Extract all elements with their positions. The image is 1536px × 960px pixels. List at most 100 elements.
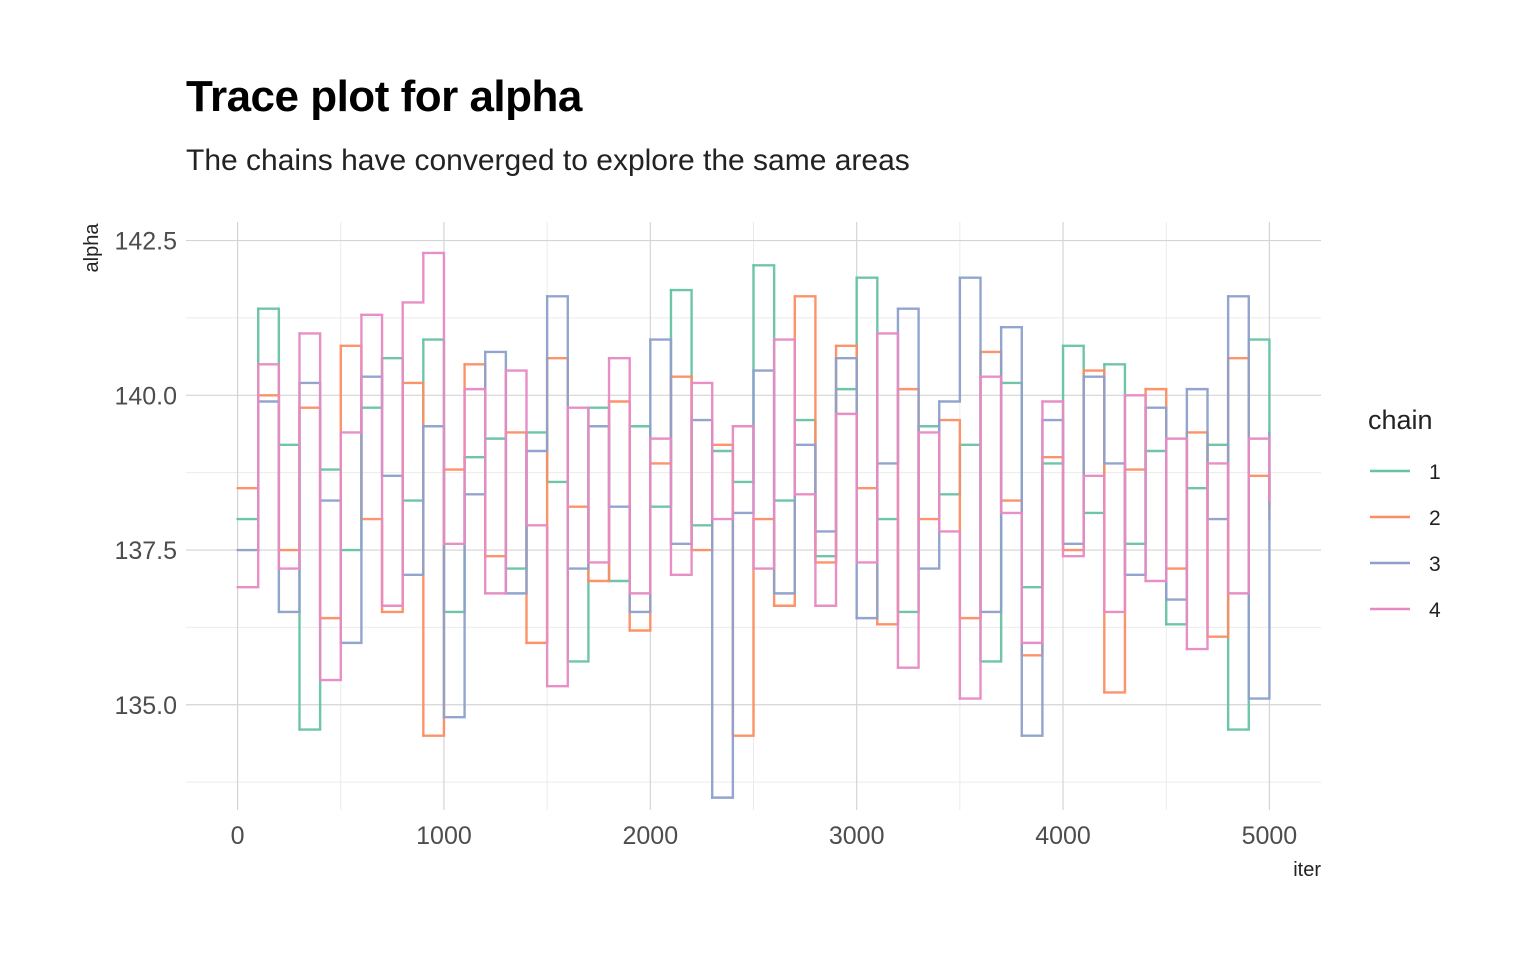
legend-items: 1 2 3 4 bbox=[1370, 461, 1441, 622]
chart-title: Trace plot for alpha bbox=[186, 72, 582, 121]
data-point-chain-4 bbox=[484, 592, 487, 595]
data-point-chain-4 bbox=[236, 585, 239, 589]
data-point-chain-3 bbox=[752, 369, 755, 372]
x-tick-label: 5000 bbox=[1242, 822, 1298, 850]
data-point-chain-4 bbox=[628, 592, 631, 595]
data-point-chain-4 bbox=[1020, 641, 1023, 645]
data-point-chain-2 bbox=[772, 604, 776, 607]
data-point-chain-2 bbox=[628, 629, 631, 632]
legend-title: chain bbox=[1368, 405, 1433, 435]
data-point-chain-3 bbox=[855, 616, 858, 620]
y-tick-label: 142.5 bbox=[114, 228, 177, 256]
x-tick-label: 2000 bbox=[623, 822, 679, 850]
data-point-chain-3 bbox=[1226, 295, 1230, 298]
data-point-chain-4 bbox=[277, 567, 281, 570]
data-point-chain-3 bbox=[938, 400, 941, 403]
data-point-chain-3 bbox=[711, 796, 714, 799]
data-point-chain-4 bbox=[814, 604, 817, 607]
data-point-chain-1 bbox=[257, 307, 260, 310]
data-point-chain-2 bbox=[422, 734, 425, 737]
data-point-chain-1 bbox=[669, 288, 673, 292]
data-point-chain-3 bbox=[628, 610, 631, 614]
x-tick-label: 3000 bbox=[829, 822, 885, 850]
data-point-chain-4 bbox=[1061, 555, 1065, 558]
data-point-chain-4 bbox=[752, 567, 755, 570]
data-point-chain-4 bbox=[587, 561, 590, 564]
data-point-chain-3 bbox=[442, 715, 446, 719]
data-point-chain-4 bbox=[834, 412, 838, 416]
x-axis-title: iter bbox=[1293, 859, 1321, 881]
data-point-chain-1 bbox=[422, 338, 425, 341]
data-point-chain-2 bbox=[525, 641, 528, 645]
data-point-chain-4 bbox=[525, 524, 528, 527]
x-tick-label: 1000 bbox=[416, 822, 472, 850]
data-point-chain-3 bbox=[649, 338, 652, 341]
data-point-chain-3 bbox=[1185, 387, 1189, 391]
data-point-chain-4 bbox=[1041, 400, 1044, 403]
data-point-chain-4 bbox=[1247, 437, 1250, 440]
data-point-chain-4 bbox=[1185, 647, 1189, 651]
data-point-chain-4 bbox=[917, 431, 920, 434]
data-point-chain-4 bbox=[669, 573, 673, 576]
data-point-chain-1 bbox=[855, 276, 858, 279]
data-point-chain-1 bbox=[298, 728, 301, 731]
data-point-chain-3 bbox=[999, 326, 1003, 329]
data-point-chain-3 bbox=[236, 548, 239, 552]
x-tick-label: 4000 bbox=[1035, 822, 1091, 850]
data-point-chain-2 bbox=[380, 610, 384, 614]
data-point-chain-4 bbox=[298, 332, 301, 335]
data-point-chain-3 bbox=[277, 610, 281, 614]
data-point-chain-2 bbox=[339, 344, 342, 347]
data-point-chain-3 bbox=[896, 307, 900, 310]
x-axis-ticks: 0 1000 2000 3000 4000 5000 bbox=[231, 822, 1298, 850]
chart-subtitle: The chains have converged to explore the… bbox=[186, 144, 910, 177]
y-tick-label: 137.5 bbox=[114, 537, 177, 565]
y-tick-label: 135.0 bbox=[114, 692, 177, 720]
data-point-chain-3 bbox=[1082, 375, 1085, 378]
data-point-chain-4 bbox=[876, 332, 879, 335]
data-point-chain-4 bbox=[257, 363, 260, 366]
data-point-chain-2 bbox=[876, 623, 879, 626]
data-point-chain-4 bbox=[1082, 474, 1085, 477]
data-point-chain-4 bbox=[504, 369, 508, 372]
data-point-chain-4 bbox=[566, 406, 569, 409]
data-point-chain-4 bbox=[422, 251, 425, 255]
data-point-chain-4 bbox=[649, 437, 652, 440]
data-point-chain-3 bbox=[1165, 598, 1168, 601]
data-point-chain-2 bbox=[1103, 691, 1106, 694]
legend-label-chain-1: 1 bbox=[1429, 461, 1441, 484]
data-point-chain-4 bbox=[711, 517, 714, 521]
data-point-chain-2 bbox=[587, 579, 590, 583]
data-point-chain-4 bbox=[793, 493, 796, 496]
data-point-chain-3 bbox=[1020, 734, 1023, 737]
data-point-chain-4 bbox=[545, 685, 549, 688]
legend-label-chain-4: 4 bbox=[1429, 599, 1441, 622]
legend-label-chain-3: 3 bbox=[1429, 553, 1441, 576]
data-point-chain-3 bbox=[1268, 431, 1271, 434]
data-point-chain-3 bbox=[545, 295, 549, 298]
data-point-chain-4 bbox=[938, 530, 941, 533]
series-layer bbox=[236, 251, 1271, 799]
data-point-chain-2 bbox=[834, 344, 838, 347]
data-point-chain-4 bbox=[463, 387, 466, 391]
data-point-chain-4 bbox=[360, 313, 363, 317]
data-point-chain-4 bbox=[318, 678, 322, 682]
data-point-chain-4 bbox=[1226, 592, 1230, 595]
data-point-chain-4 bbox=[1268, 499, 1271, 502]
data-point-chain-4 bbox=[979, 375, 982, 378]
y-axis-title: alpha bbox=[81, 223, 103, 273]
data-point-chain-4 bbox=[1206, 462, 1209, 465]
data-point-chain-4 bbox=[1144, 579, 1147, 583]
y-tick-label: 140.0 bbox=[114, 382, 177, 410]
data-point-chain-3 bbox=[958, 276, 962, 279]
data-point-chain-1 bbox=[1061, 344, 1065, 347]
data-point-chain-2 bbox=[236, 486, 239, 490]
data-point-chain-4 bbox=[380, 604, 384, 607]
data-point-chain-4 bbox=[731, 425, 735, 428]
data-point-chain-4 bbox=[999, 511, 1003, 515]
data-point-chain-4 bbox=[607, 356, 611, 360]
data-point-chain-3 bbox=[1247, 697, 1250, 700]
data-point-chain-4 bbox=[896, 666, 900, 669]
data-point-chain-4 bbox=[958, 697, 962, 700]
data-point-chain-3 bbox=[772, 592, 776, 595]
